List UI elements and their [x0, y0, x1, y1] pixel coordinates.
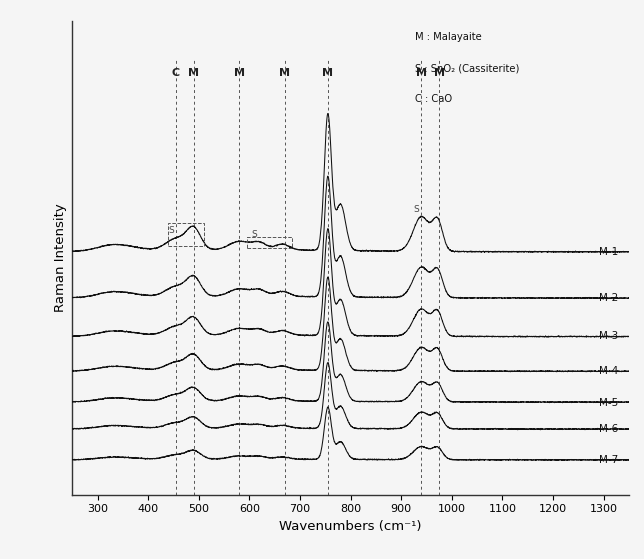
- Text: S: S: [252, 230, 258, 239]
- Text: M: M: [322, 68, 334, 78]
- Text: M: M: [433, 68, 444, 78]
- Text: M: M: [234, 68, 245, 78]
- Text: M-1: M-1: [599, 247, 618, 257]
- Text: M-5: M-5: [599, 397, 618, 408]
- Text: S: S: [413, 205, 419, 214]
- Text: M: M: [279, 68, 290, 78]
- Text: M: M: [188, 68, 199, 78]
- Bar: [247, 237, 292, 248]
- Text: S : SnO₂ (Cassiterite): S : SnO₂ (Cassiterite): [415, 63, 519, 73]
- Text: S: S: [168, 226, 174, 235]
- Text: M: M: [416, 68, 427, 78]
- Text: M-2: M-2: [599, 293, 618, 303]
- Text: M-6: M-6: [599, 424, 618, 434]
- Y-axis label: Raman Intensity: Raman Intensity: [53, 203, 66, 312]
- Text: M-7: M-7: [599, 455, 618, 465]
- Text: C: C: [172, 68, 180, 78]
- Text: C : CaO: C : CaO: [415, 94, 451, 104]
- Text: M-4: M-4: [599, 366, 618, 376]
- Text: M : Malayaite: M : Malayaite: [415, 32, 481, 42]
- Bar: [168, 223, 204, 246]
- X-axis label: Wavenumbers (cm⁻¹): Wavenumbers (cm⁻¹): [279, 520, 422, 533]
- Text: M-3: M-3: [599, 331, 618, 342]
